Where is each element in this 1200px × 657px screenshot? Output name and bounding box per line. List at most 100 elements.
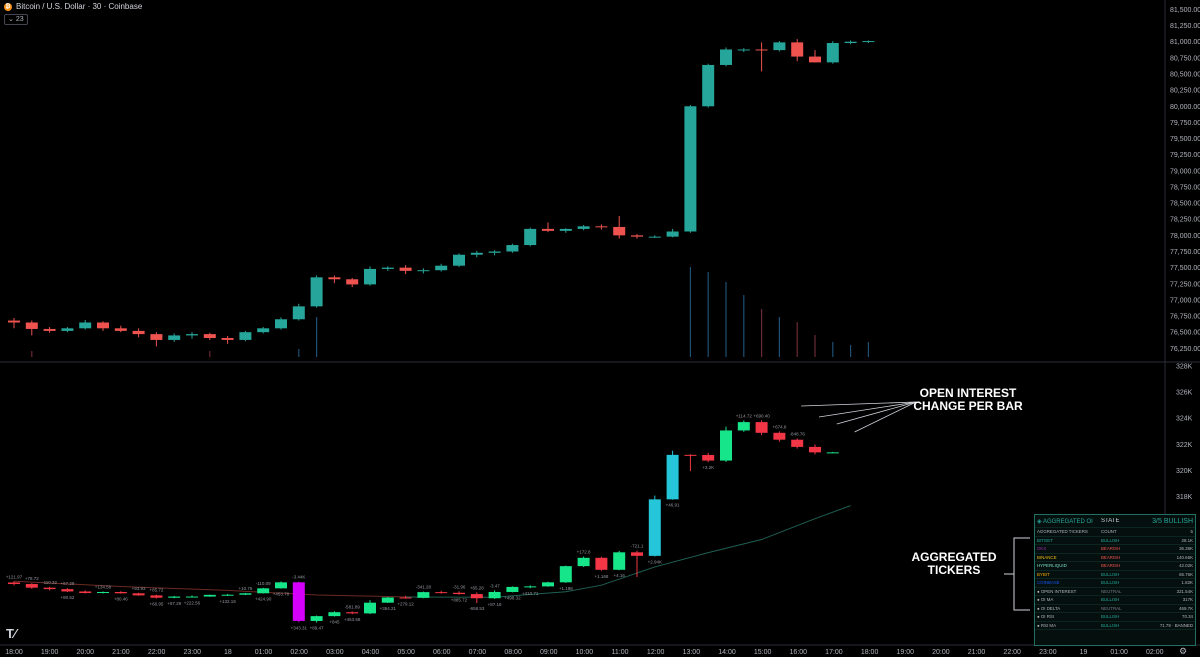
oi-candle [613, 552, 626, 570]
oi-change-label: +85.72 [149, 588, 163, 593]
oi-candle [577, 557, 590, 567]
price-tick-label: 78,500.00 [1170, 201, 1200, 208]
oi-change-label: -341.28 [416, 585, 432, 590]
oi-tick-label: 328K [1176, 364, 1193, 371]
price-candle [773, 42, 786, 51]
price-candle [364, 268, 376, 285]
oi-change-label: +845 [329, 620, 340, 625]
indicator-collapse-toggle[interactable]: ⌄ 23 [4, 14, 28, 25]
oi-change-label: +279.12 [397, 602, 414, 607]
oi-change-label: +65.28 [470, 585, 484, 590]
oi-change-label: +222.56 [184, 600, 201, 605]
oi-candle [648, 499, 661, 556]
panel-cell: COUNT [1101, 529, 1117, 535]
oi-change-label: +78.72 [25, 576, 39, 581]
price-tick-label: 80,500.00 [1170, 72, 1200, 79]
panel-cell: 28.1K [1181, 537, 1193, 543]
oi-change-label: -581.89 [345, 605, 361, 610]
price-candle [43, 328, 56, 331]
price-tick-label: 77,500.00 [1170, 265, 1200, 272]
price-candle [25, 322, 38, 329]
oi-candle [364, 602, 376, 614]
time-tick-label: 09:00 [540, 649, 558, 656]
time-tick-label: 12:00 [647, 649, 665, 656]
oi-change-label: +172.8 [577, 550, 591, 555]
panel-cell: ● RSI MA [1037, 622, 1056, 628]
oi-tick-label: 324K [1176, 416, 1193, 423]
oi-change-label: +885.72 [451, 598, 468, 603]
price-candle [417, 270, 430, 272]
oi-change-label: -848.76 [790, 431, 806, 436]
oi-candle [328, 612, 341, 617]
oi-change-label: +67.29 [60, 581, 74, 586]
panel-cell: BINANCE [1037, 554, 1057, 560]
panel-cell: HYPERLIQUID [1037, 563, 1067, 569]
annotation-bracket [1013, 537, 1030, 611]
time-tick-label: 23:00 [183, 649, 201, 656]
symbol-title: Bitcoin / U.S. Dollar · 30 · Coinbase [16, 2, 143, 11]
price-candle [577, 226, 590, 229]
price-tick-label: 77,000.00 [1170, 297, 1200, 304]
panel-cell: BYBIT [1037, 571, 1050, 577]
oi-change-label: +690.40 [753, 413, 770, 418]
price-tick-label: 81,250.00 [1170, 23, 1200, 30]
oi-tick-label: 320K [1176, 468, 1193, 475]
panel-cell: BULLISH [1101, 580, 1120, 586]
time-tick-label: 22:00 [1003, 649, 1021, 656]
price-tick-label: 79,500.00 [1170, 136, 1200, 143]
oi-candle [97, 591, 109, 594]
panel-cell: BEARISH [1101, 563, 1121, 569]
price-candle [755, 49, 768, 51]
panel-cell: BITGET [1037, 537, 1053, 543]
symbol-header[interactable]: ₿ Bitcoin / U.S. Dollar · 30 · Coinbase [4, 2, 142, 11]
aggregated-oi-panel: ◈ AGGREGATED OI STATE 3/5 BULLISH AGGREGATE… [1034, 514, 1196, 646]
panel-cell: 1.82K [1181, 580, 1193, 586]
price-candle [666, 231, 679, 237]
price-candle [399, 267, 412, 271]
annotation-line: TICKERS [927, 563, 981, 577]
panel-cell: 36.38K [1179, 546, 1193, 552]
oi-change-label: +114.72 [736, 413, 753, 418]
annotation-line: AGGREGATED [911, 550, 997, 564]
oi-change-label: +46.91 [666, 503, 680, 508]
price-candle [809, 56, 821, 63]
price-candle [168, 335, 181, 340]
price-candle [559, 228, 572, 231]
panel-row: ● OPEN INTEREST NEUTRAL 321.54K [1035, 588, 1195, 596]
oi-candle [809, 446, 821, 453]
oi-change-label: +4.16 [614, 573, 626, 578]
oi-tick-label: 326K [1176, 390, 1193, 397]
oi-candle [239, 593, 252, 595]
panel-row: AGGREGATED TICKERS COUNT 5 [1035, 528, 1195, 537]
oi-change-annotation: OPEN INTEREST CHANGE PER BAR [908, 387, 1028, 413]
oi-candle [826, 452, 839, 454]
time-tick-label: 16:00 [790, 649, 808, 656]
panel-row: ● OI DELTA NEUTRAL 469.7K [1035, 605, 1195, 613]
panel-row: ● OI MA BULLISH 317K [1035, 596, 1195, 605]
oi-change-label: +1.168 [594, 574, 608, 579]
tradingview-logo-icon[interactable]: T⁄ [6, 626, 17, 641]
oi-candle [559, 566, 572, 583]
price-candle [292, 306, 305, 320]
time-tick-label: 21:00 [112, 649, 130, 656]
price-candle [381, 267, 394, 269]
price-tick-label: 80,250.00 [1170, 88, 1200, 95]
oi-change-label: +674.8 [772, 424, 786, 429]
price-candle [203, 334, 216, 338]
panel-cell: BULLISH [1101, 571, 1120, 577]
panel-cell: NEUTRAL [1101, 605, 1122, 611]
oi-change-label: -110.32 [42, 580, 57, 585]
price-candle [186, 334, 198, 336]
oi-candle [506, 586, 519, 592]
oi-change-label: -3.47 [489, 583, 500, 588]
time-tick-label: 14:00 [718, 649, 736, 656]
time-tick-label: 08:00 [504, 649, 522, 656]
oi-candle [702, 454, 715, 461]
time-tick-label: 02:00 [290, 649, 308, 656]
price-candle [257, 328, 270, 333]
time-tick-label: 22:00 [148, 649, 166, 656]
oi-ma-line [405, 505, 851, 598]
price-candle [97, 322, 109, 329]
oi-change-label: +89.47 [310, 626, 324, 631]
